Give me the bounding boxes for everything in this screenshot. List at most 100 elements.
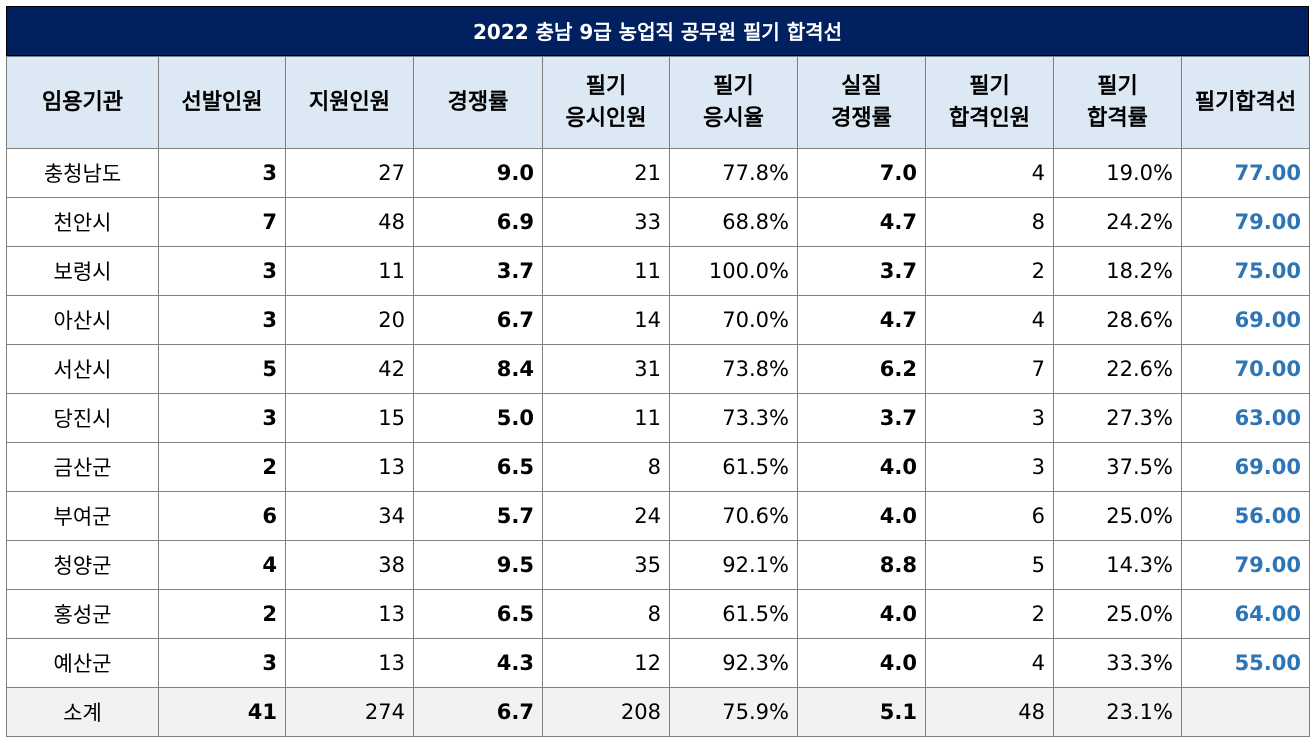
pass-rate: 22.6% [1053,344,1182,394]
real-competition: 4.0 [797,638,926,688]
total-label: 소계 [6,687,159,737]
table-row: 충청남도 3 27 9.0 21 77.8% 7.0 4 19.0% 77.00 [6,148,1310,198]
cutoff-score: 79.00 [1181,540,1310,590]
real-competition: 4.7 [797,197,926,247]
passers: 7 [925,344,1054,394]
pass-rate: 24.2% [1053,197,1182,247]
real-competition: 3.7 [797,246,926,296]
agency-name: 충청남도 [6,148,159,198]
exam-takers: 21 [542,148,670,198]
applicant-count: 20 [285,295,414,345]
attendance-rate: 68.8% [669,197,798,247]
total-selected-count: 41 [158,687,286,737]
pass-rate: 18.2% [1053,246,1182,296]
exam-takers: 11 [542,393,670,443]
real-competition: 4.0 [797,491,926,541]
passers: 8 [925,197,1054,247]
pass-rate: 25.0% [1053,491,1182,541]
table-row: 아산시 3 20 6.7 14 70.0% 4.7 4 28.6% 69.00 [6,295,1310,345]
attendance-rate: 92.1% [669,540,798,590]
cutoff-score: 56.00 [1181,491,1310,541]
header-passers: 필기 합격인원 [925,56,1054,149]
real-competition: 8.8 [797,540,926,590]
pass-rate: 14.3% [1053,540,1182,590]
table-row: 보령시 3 11 3.7 11 100.0% 3.7 2 18.2% 75.00 [6,246,1310,296]
pass-rate: 19.0% [1053,148,1182,198]
header-selected-count: 선발인원 [158,56,286,149]
exam-takers: 31 [542,344,670,394]
applicant-count: 13 [285,638,414,688]
real-competition: 4.0 [797,442,926,492]
total-applicant-count: 274 [285,687,414,737]
table-row: 청양군 4 38 9.5 35 92.1% 8.8 5 14.3% 79.00 [6,540,1310,590]
table-row: 금산군 2 13 6.5 8 61.5% 4.0 3 37.5% 69.00 [6,442,1310,492]
pass-rate: 33.3% [1053,638,1182,688]
agency-name: 서산시 [6,344,159,394]
competition-rate: 6.9 [413,197,543,247]
applicant-count: 34 [285,491,414,541]
passers: 6 [925,491,1054,541]
attendance-rate: 70.0% [669,295,798,345]
competition-rate: 3.7 [413,246,543,296]
table-body: 충청남도 3 27 9.0 21 77.8% 7.0 4 19.0% 77.00… [6,148,1310,737]
total-passers: 48 [925,687,1054,737]
attendance-rate: 77.8% [669,148,798,198]
total-competition-rate: 6.7 [413,687,543,737]
real-competition: 4.7 [797,295,926,345]
selected-count: 6 [158,491,286,541]
cutoff-score: 77.00 [1181,148,1310,198]
selected-count: 2 [158,589,286,639]
cutoff-score: 70.00 [1181,344,1310,394]
attendance-rate: 92.3% [669,638,798,688]
competition-rate: 6.5 [413,442,543,492]
passers: 3 [925,393,1054,443]
competition-rate: 6.5 [413,589,543,639]
table-title: 2022 충남 9급 농업직 공무원 필기 합격선 [6,6,1309,56]
exam-takers: 35 [542,540,670,590]
cutoff-score: 75.00 [1181,246,1310,296]
exam-takers: 14 [542,295,670,345]
selected-count: 4 [158,540,286,590]
score-table-container: 2022 충남 9급 농업직 공무원 필기 합격선 임용기관 선발인원 지원인원… [6,6,1310,737]
cutoff-score: 55.00 [1181,638,1310,688]
pass-rate: 27.3% [1053,393,1182,443]
pass-rate: 37.5% [1053,442,1182,492]
pass-rate: 28.6% [1053,295,1182,345]
exam-takers: 24 [542,491,670,541]
cutoff-score: 63.00 [1181,393,1310,443]
selected-count: 3 [158,638,286,688]
selected-count: 3 [158,393,286,443]
real-competition: 6.2 [797,344,926,394]
selected-count: 3 [158,295,286,345]
attendance-rate: 73.3% [669,393,798,443]
selected-count: 7 [158,197,286,247]
competition-rate: 8.4 [413,344,543,394]
applicant-count: 27 [285,148,414,198]
exam-takers: 11 [542,246,670,296]
cutoff-score: 79.00 [1181,197,1310,247]
table-row: 당진시 3 15 5.0 11 73.3% 3.7 3 27.3% 63.00 [6,393,1310,443]
agency-name: 보령시 [6,246,159,296]
header-attendance-rate: 필기 응시율 [669,56,798,149]
total-attendance-rate: 75.9% [669,687,798,737]
applicant-count: 13 [285,589,414,639]
selected-count: 2 [158,442,286,492]
competition-rate: 9.0 [413,148,543,198]
applicant-count: 38 [285,540,414,590]
passers: 2 [925,589,1054,639]
attendance-rate: 61.5% [669,442,798,492]
passers: 4 [925,295,1054,345]
agency-name: 부여군 [6,491,159,541]
competition-rate: 6.7 [413,295,543,345]
agency-name: 청양군 [6,540,159,590]
competition-rate: 9.5 [413,540,543,590]
table-row: 서산시 5 42 8.4 31 73.8% 6.2 7 22.6% 70.00 [6,344,1310,394]
total-row: 소계 41 274 6.7 208 75.9% 5.1 48 23.1% [6,687,1310,737]
real-competition: 7.0 [797,148,926,198]
total-pass-rate: 23.1% [1053,687,1182,737]
table-row: 천안시 7 48 6.9 33 68.8% 4.7 8 24.2% 79.00 [6,197,1310,247]
score-table: 임용기관 선발인원 지원인원 경쟁률 필기 응시인원 필기 응시율 실질 경쟁률 필기… [6,56,1310,737]
passers: 4 [925,638,1054,688]
agency-name: 금산군 [6,442,159,492]
attendance-rate: 73.8% [669,344,798,394]
